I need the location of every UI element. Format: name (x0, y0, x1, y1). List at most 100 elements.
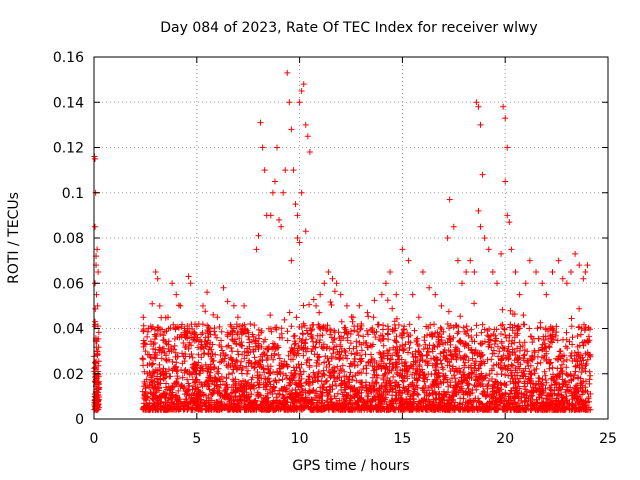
data-point (204, 289, 211, 296)
data-point (204, 382, 211, 389)
data-point (378, 382, 385, 389)
data-point (481, 235, 488, 241)
data-point (94, 348, 101, 355)
data-point (298, 87, 305, 94)
data-point (504, 212, 511, 219)
data-point (152, 268, 159, 275)
data-point (327, 386, 334, 393)
data-point (173, 291, 180, 298)
data-point (467, 257, 474, 264)
y-axis-label: ROTI / TECUs (6, 192, 22, 284)
data-point (280, 189, 287, 196)
data-point (563, 386, 570, 393)
data-point (273, 144, 280, 151)
data-point (364, 309, 371, 316)
data-point (193, 386, 200, 393)
data-point (512, 384, 519, 391)
data-point (459, 280, 466, 287)
data-point (255, 382, 262, 389)
data-point (533, 382, 540, 389)
data-point (430, 382, 437, 389)
data-point (144, 370, 151, 377)
data-point (220, 284, 227, 291)
data-point (185, 273, 192, 280)
data-point (298, 189, 305, 196)
data-point (165, 314, 172, 321)
data-point (543, 379, 550, 386)
data-point (257, 119, 264, 126)
data-point (450, 223, 457, 230)
data-point (306, 149, 313, 156)
data-point (358, 379, 365, 386)
data-point (475, 207, 482, 214)
data-point (348, 384, 354, 391)
x-tick-label: 20 (496, 431, 514, 447)
data-point (491, 379, 498, 386)
data-point (475, 103, 482, 110)
data-point (526, 257, 533, 264)
data-point (508, 246, 515, 253)
data-point (543, 291, 550, 298)
data-point (325, 268, 332, 275)
data-point (142, 388, 149, 395)
x-tick-label: 5 (192, 431, 201, 447)
data-point (382, 280, 389, 287)
data-point (183, 391, 190, 398)
data-point (304, 133, 311, 140)
data-point (454, 257, 461, 264)
data-point (393, 291, 400, 298)
data-point (278, 223, 285, 230)
y-axis-tick-labels: 0 0.02 0.04 0.06 0.08 0.1 0.12 0.14 0.16 (53, 50, 84, 428)
data-point (582, 268, 589, 275)
data-point (477, 223, 484, 230)
data-point (576, 262, 583, 269)
data-point (94, 246, 101, 253)
data-point (539, 280, 546, 287)
data-point (269, 189, 276, 196)
data-point (284, 69, 291, 76)
x-tick-label: 0 (90, 431, 99, 447)
data-point (522, 386, 529, 393)
data-point (282, 167, 289, 174)
data-point (574, 382, 581, 389)
x-tick-label: 15 (393, 431, 411, 447)
data-point (195, 320, 202, 327)
data-point (479, 171, 486, 178)
y-tick-label: 0.1 (62, 186, 84, 202)
data-point (224, 298, 231, 305)
data-point (329, 275, 336, 282)
data-point (461, 377, 468, 384)
data-point (440, 379, 447, 386)
data-point (173, 379, 180, 386)
data-point (92, 223, 99, 230)
data-point (438, 302, 445, 309)
data-point (584, 262, 591, 269)
data-point (199, 302, 206, 309)
data-point (419, 375, 426, 382)
dense-points-layer (91, 288, 594, 413)
data-point (94, 302, 101, 309)
x-tick-label: 10 (291, 431, 309, 447)
data-point (140, 314, 147, 321)
y-tick-label: 0.04 (53, 322, 84, 338)
data-point (146, 382, 153, 389)
data-point (191, 330, 198, 337)
data-point (92, 318, 99, 325)
data-point (415, 314, 422, 321)
data-point (294, 212, 301, 219)
x-tick-label: 25 (599, 431, 617, 447)
data-point (580, 275, 587, 282)
data-point (160, 336, 167, 343)
data-point (255, 232, 262, 239)
data-points-layer (91, 69, 591, 407)
data-point (142, 348, 149, 355)
data-point (409, 379, 416, 386)
data-point (559, 275, 566, 282)
data-point (267, 212, 274, 219)
data-point (302, 121, 309, 128)
data-point (288, 126, 295, 133)
dense-point-cloud (91, 288, 594, 413)
data-point (498, 250, 505, 257)
data-point (294, 235, 301, 241)
